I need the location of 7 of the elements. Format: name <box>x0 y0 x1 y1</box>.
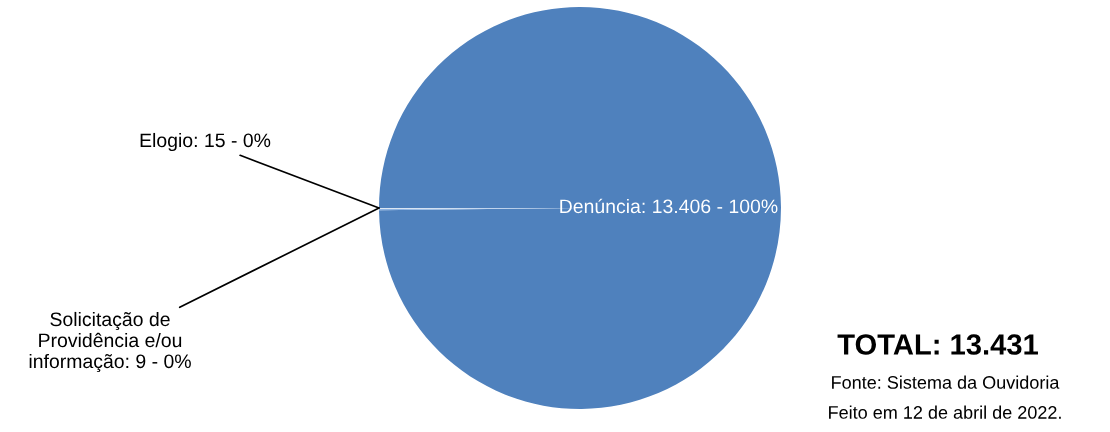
slice-label: Denúncia: 13.406 - 100% <box>560 198 778 214</box>
slice-label: Elogio: 15 - 0% <box>140 132 271 152</box>
slice-label: Solicitação de Providência e/ou informação: 9 - 0% <box>29 311 191 373</box>
text: Feito em 12 de abril de 2022. <box>829 405 1061 419</box>
pie-slice <box>379 7 781 409</box>
source-note: Fonte: Sistema da Ouvidoria <box>832 375 1060 389</box>
text: TOTAL: 13.431 <box>837 334 1038 355</box>
